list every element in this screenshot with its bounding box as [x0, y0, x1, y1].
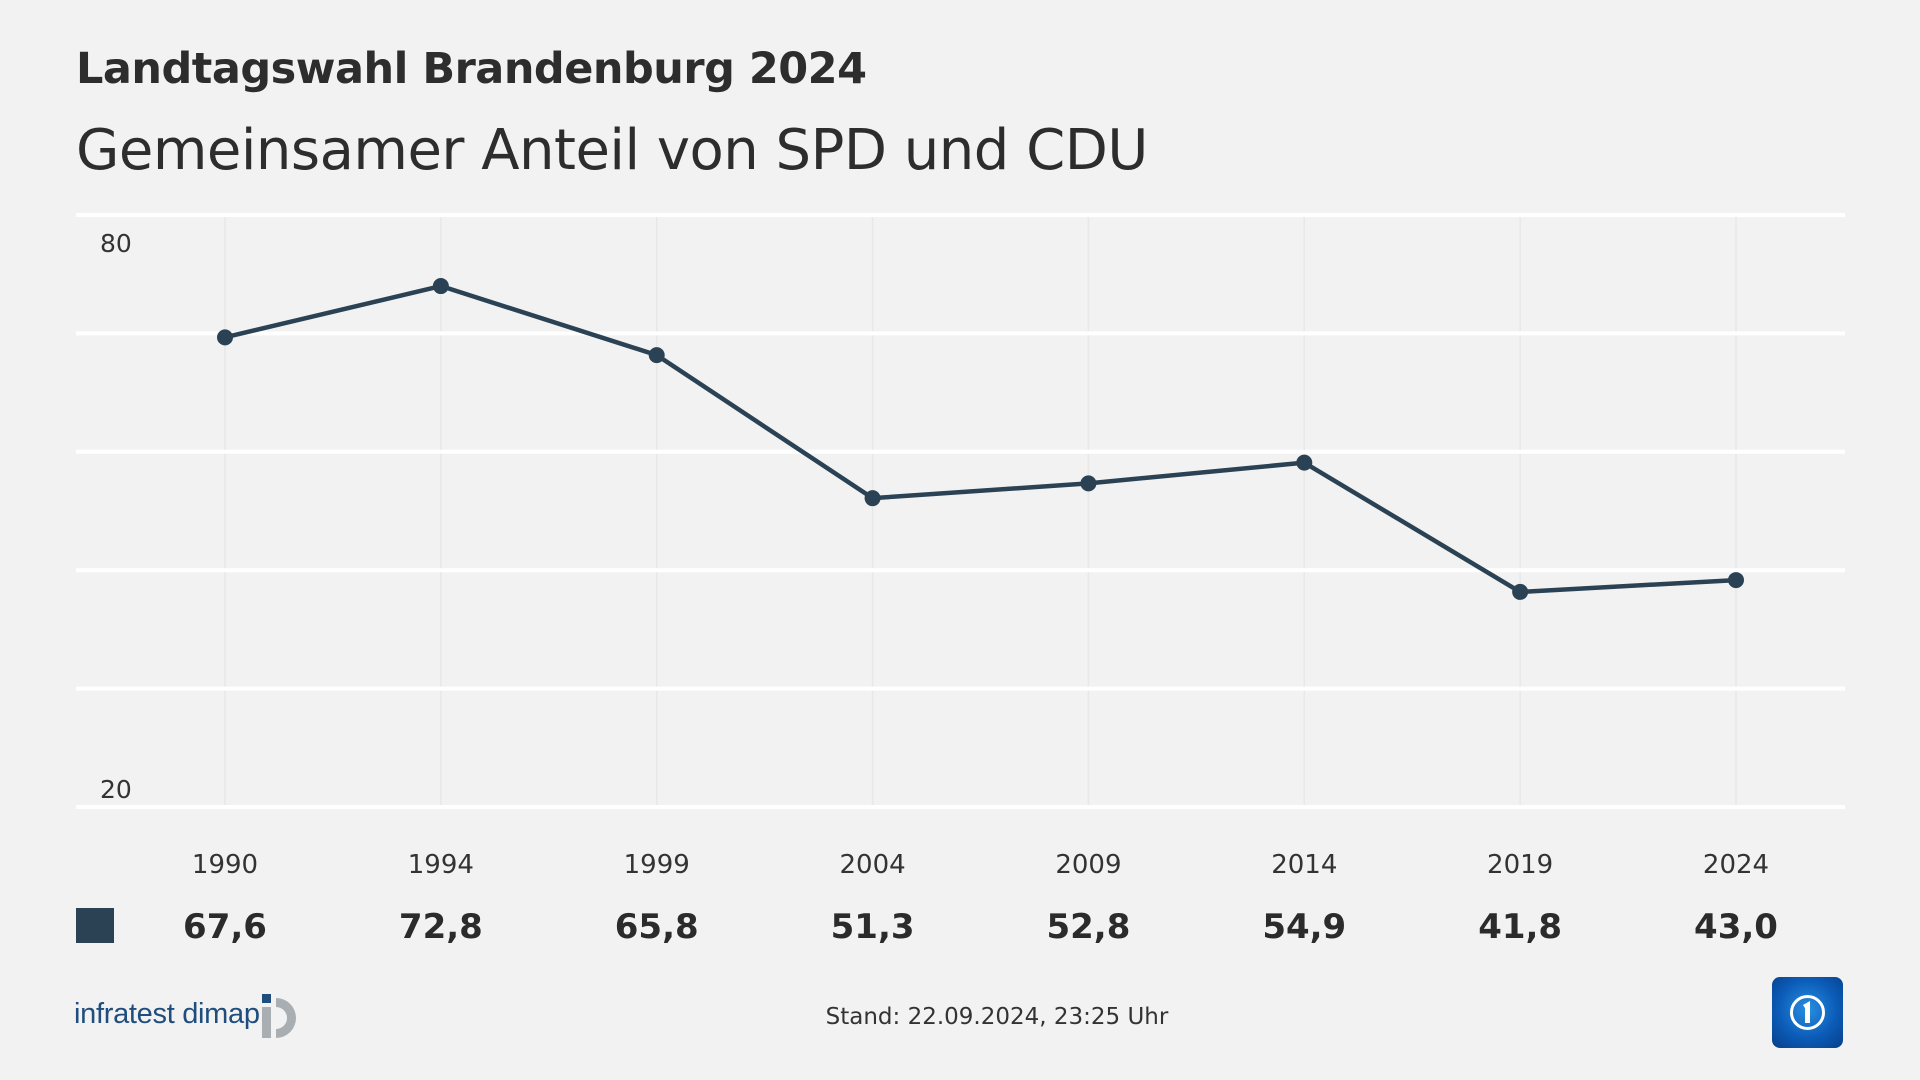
- chart-subtitle: Gemeinsamer Anteil von SPD und CDU: [76, 118, 1148, 183]
- series-line: [224, 283, 1737, 595]
- x-tick-label: 2004: [839, 850, 905, 880]
- data-point: [1080, 475, 1097, 492]
- data-point: [1296, 454, 1313, 471]
- data-point: [1728, 572, 1744, 589]
- data-point: [864, 490, 881, 507]
- x-tick-label: 1999: [624, 850, 690, 880]
- data-label: 52,8: [1046, 907, 1130, 947]
- x-tick-label: 1994: [408, 850, 474, 880]
- timestamp: Stand: 22.09.2024, 23:25 Uhr: [825, 1004, 1169, 1030]
- x-tick-label: 2009: [1055, 850, 1121, 880]
- legend-swatch: [76, 908, 114, 943]
- data-point: [648, 347, 665, 364]
- x-tick-label: 1990: [192, 850, 258, 880]
- data-label: 51,3: [831, 907, 915, 947]
- tagesschau-logo: [1772, 977, 1843, 1048]
- infratest-dimap-logo: infratest dimap: [74, 998, 260, 1030]
- data-label: 41,8: [1478, 907, 1562, 947]
- x-tick-label: 2024: [1703, 850, 1769, 880]
- chart-title: Landtagswahl Brandenburg 2024: [76, 44, 867, 94]
- x-tick-label: 2019: [1487, 850, 1553, 880]
- tagesschau-one-icon: [1790, 995, 1825, 1030]
- data-point: [217, 329, 233, 346]
- data-point: [1512, 583, 1529, 600]
- infratest-logo-mark-icon: [262, 994, 296, 1038]
- data-label: 54,9: [1262, 907, 1346, 947]
- data-label: 67,6: [183, 907, 267, 947]
- data-point: [432, 278, 449, 295]
- x-tick-label: 2014: [1271, 850, 1337, 880]
- data-label: 43,0: [1694, 907, 1778, 947]
- data-label: 72,8: [399, 907, 483, 947]
- y-tick-label: 80: [100, 229, 132, 258]
- y-tick-label: 20: [100, 775, 132, 804]
- data-label: 65,8: [615, 907, 699, 947]
